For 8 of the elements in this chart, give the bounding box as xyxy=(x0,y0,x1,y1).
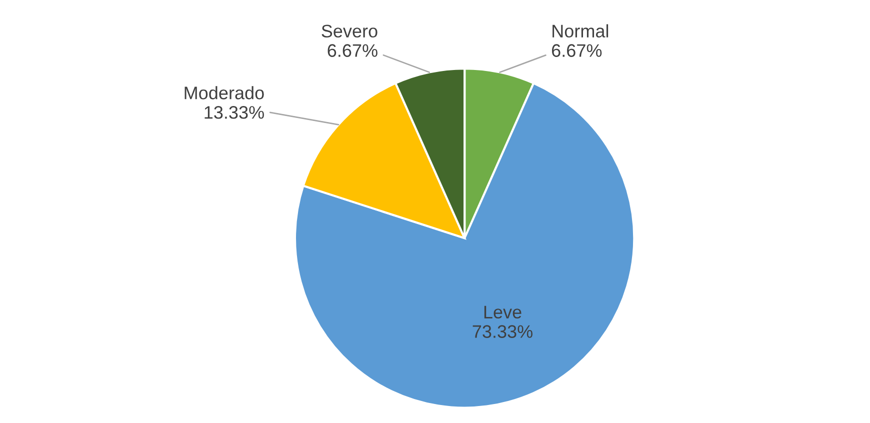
slice-label: Leve xyxy=(484,306,522,318)
slice-label: Normal xyxy=(552,24,608,38)
data-label: 13.33% xyxy=(204,106,264,119)
data-label: 6.67% xyxy=(552,44,602,57)
data-label: 6.67% xyxy=(328,44,378,57)
data-label: 73.33% xyxy=(472,325,532,338)
slice-label: Severo xyxy=(322,24,378,38)
slice-label: Moderado xyxy=(184,86,264,100)
